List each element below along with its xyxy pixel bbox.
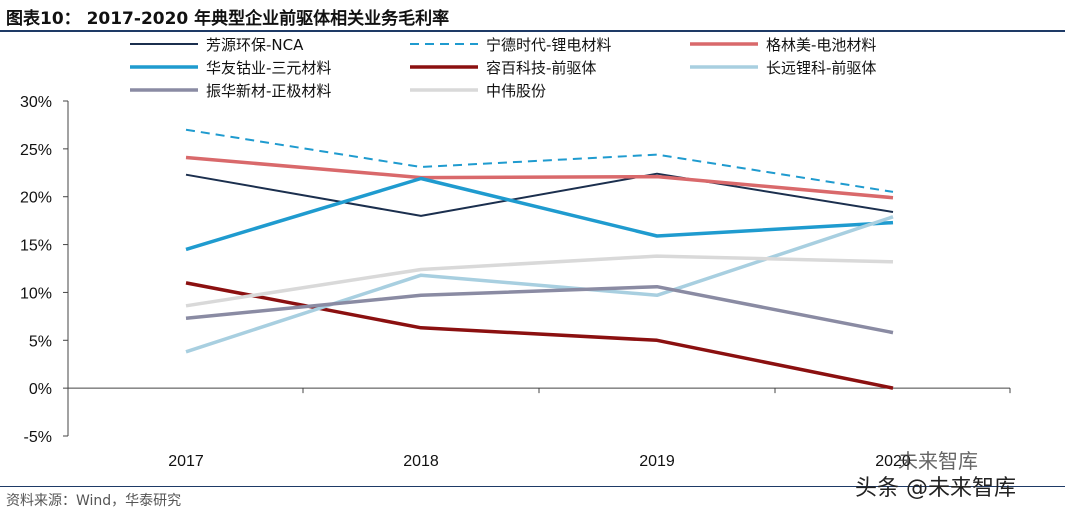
source-note: 资料来源：Wind，华泰研究 xyxy=(6,493,182,509)
series-line-0 xyxy=(185,172,894,217)
legend-item: 长远锂科-前驱体 xyxy=(690,59,876,77)
legend-item: 中伟股份 xyxy=(410,82,546,100)
x-tick-label: 2017 xyxy=(168,453,204,470)
x-tick-label: 2018 xyxy=(403,453,439,470)
legend-item: 华友钴业-三元材料 xyxy=(130,59,331,77)
chart-title-bar: 图表10： 2017-2020 年典型企业前驱体相关业务毛利率 xyxy=(0,0,1065,30)
series-line-7 xyxy=(185,254,894,308)
x-axis: 2017 2018 2019 2020 xyxy=(67,387,1011,470)
legend-item: 振华新材-正极材料 xyxy=(130,82,331,100)
legend-label: 格林美-电池材料 xyxy=(766,36,876,54)
y-tick-label: 20% xyxy=(20,190,52,207)
watermark: 头条 @未来智库 xyxy=(855,476,1016,501)
legend-label: 中伟股份 xyxy=(486,82,546,100)
chart-title: 图表10： 2017-2020 年典型企业前驱体相关业务毛利率 xyxy=(6,9,450,29)
x-tick-label: 2020 xyxy=(875,453,911,470)
legend-label: 振华新材-正极材料 xyxy=(206,82,331,100)
legend-item: 宁德时代-锂电材料 xyxy=(410,36,611,54)
x-tick-label: 2019 xyxy=(639,453,675,470)
series-line-3 xyxy=(185,176,894,252)
series-line-1 xyxy=(185,128,894,193)
series-line-2 xyxy=(185,155,894,200)
series-layer xyxy=(185,128,894,390)
series-line-5 xyxy=(185,215,894,354)
legend-label: 容百科技-前驱体 xyxy=(486,59,596,77)
legend-item: 芳源环保-NCA xyxy=(130,36,304,54)
legend-label: 长远锂科-前驱体 xyxy=(766,59,876,77)
series-line-6 xyxy=(185,284,894,335)
y-tick-label: -5% xyxy=(24,429,52,446)
y-tick-label: 15% xyxy=(20,238,52,255)
series-line-4 xyxy=(185,281,894,390)
y-tick-label: 10% xyxy=(20,285,52,302)
y-tick-label: 30% xyxy=(20,94,52,111)
legend-label: 芳源环保-NCA xyxy=(206,36,304,54)
source-divider xyxy=(0,486,1065,487)
y-tick-label: 25% xyxy=(20,142,52,159)
legend-label: 宁德时代-锂电材料 xyxy=(486,36,611,54)
legend-item: 容百科技-前驱体 xyxy=(410,59,596,77)
y-tick-label: 5% xyxy=(29,333,52,350)
legend-label: 华友钴业-三元材料 xyxy=(206,59,331,77)
y-axis: -5% 0% 5% 10% 15% 20% 25% 30% xyxy=(20,94,69,446)
y-tick-label: 0% xyxy=(29,381,52,398)
title-divider xyxy=(0,30,1065,32)
watermark-logo-text: 未来智库 xyxy=(898,449,978,473)
legend-item: 格林美-电池材料 xyxy=(690,36,876,54)
